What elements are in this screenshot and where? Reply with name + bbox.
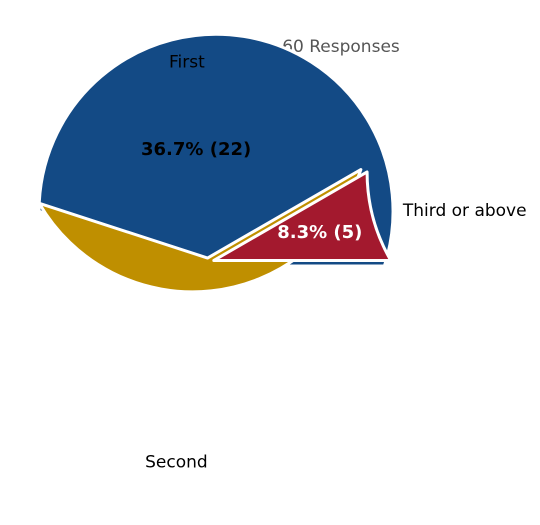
data-label-third-or-above: 8.3% (5) [277, 222, 362, 243]
category-label-second: Second [145, 452, 208, 472]
data-label-second: 55.0% (33) [135, 364, 245, 385]
pie-slices [37, 32, 395, 294]
chart-subtitle: 60 Responses [282, 37, 400, 57]
category-label-first: First [169, 52, 205, 72]
category-label-third-or-above: Third or above [402, 201, 527, 221]
pie-slice-third-or-above [212, 170, 393, 262]
data-label-first: 36.7% (22) [141, 139, 251, 160]
pie-labels: 55.0% (33) Second 36.7% (22) First 8.3% (5) T… [135, 52, 527, 472]
